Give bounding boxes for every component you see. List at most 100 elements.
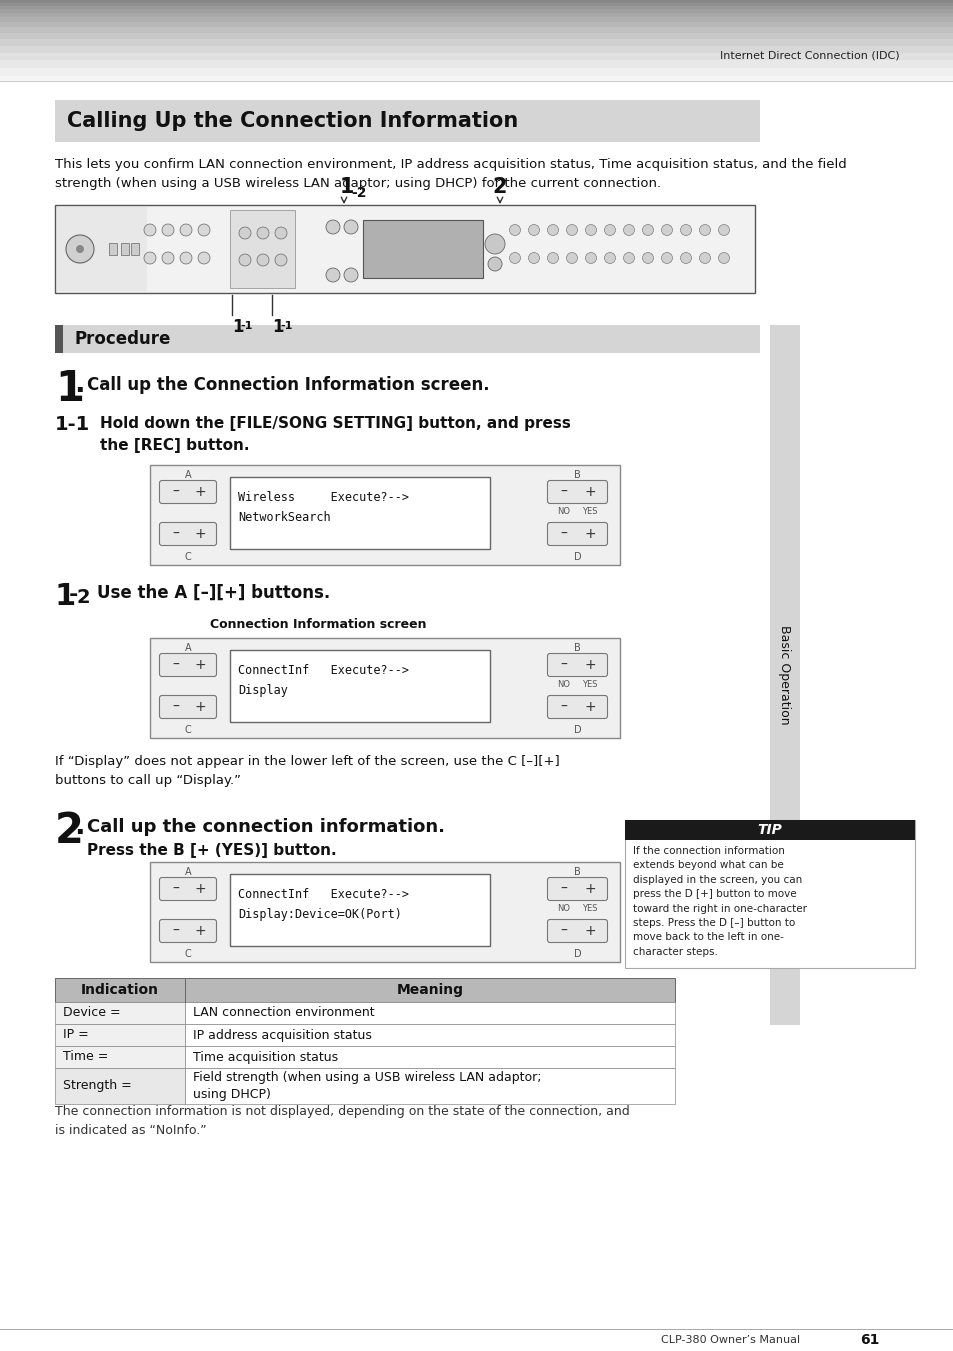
Text: ConnectInf   Execute?-->: ConnectInf Execute?--> <box>237 663 409 677</box>
Text: +: + <box>583 527 596 540</box>
Text: 2: 2 <box>77 588 91 607</box>
Bar <box>55 1024 185 1046</box>
Bar <box>109 243 117 255</box>
Text: If the connection information
extends beyond what can be
displayed in the screen: If the connection information extends be… <box>633 846 806 957</box>
Circle shape <box>641 253 653 263</box>
Text: –: – <box>560 527 567 540</box>
Circle shape <box>66 235 94 263</box>
Text: CLP-380 Owner’s Manual: CLP-380 Owner’s Manual <box>660 1335 800 1346</box>
FancyBboxPatch shape <box>159 523 216 546</box>
Bar <box>55 326 63 353</box>
Text: +: + <box>583 924 596 938</box>
Circle shape <box>274 254 287 266</box>
Text: 2: 2 <box>493 177 507 197</box>
Text: Connection Information screen: Connection Information screen <box>210 617 426 631</box>
Bar <box>0 3 953 5</box>
Circle shape <box>256 227 269 239</box>
Bar <box>0 5 953 9</box>
Circle shape <box>162 253 173 263</box>
Text: +: + <box>583 700 596 713</box>
Circle shape <box>679 253 691 263</box>
Text: -2: -2 <box>351 186 366 200</box>
Text: –: – <box>560 924 567 938</box>
Bar <box>230 650 490 721</box>
Bar <box>230 477 490 549</box>
Text: 1: 1 <box>339 177 355 197</box>
Text: –: – <box>172 700 179 713</box>
Circle shape <box>76 245 84 253</box>
Bar <box>150 862 619 962</box>
Text: NO: NO <box>557 507 570 516</box>
Text: –: – <box>172 485 179 499</box>
Bar <box>55 1046 185 1069</box>
Text: C: C <box>185 725 192 735</box>
Bar <box>131 243 139 255</box>
Circle shape <box>256 254 269 266</box>
Text: 1: 1 <box>272 317 283 336</box>
Text: C: C <box>185 948 192 959</box>
Text: Call up the connection information.: Call up the connection information. <box>87 817 444 836</box>
Circle shape <box>604 253 615 263</box>
Text: Meaning: Meaning <box>396 984 463 997</box>
Text: Device =: Device = <box>63 1006 120 1020</box>
FancyBboxPatch shape <box>547 920 607 943</box>
Circle shape <box>623 253 634 263</box>
Text: B: B <box>574 643 580 653</box>
Circle shape <box>344 220 357 234</box>
Text: +: + <box>194 700 206 713</box>
Text: 1-1: 1-1 <box>55 415 91 434</box>
Text: -1: -1 <box>240 322 253 331</box>
Circle shape <box>509 253 520 263</box>
Circle shape <box>679 224 691 235</box>
Text: –: – <box>560 658 567 671</box>
Bar <box>0 22 953 27</box>
Bar <box>185 1069 675 1104</box>
Text: Calling Up the Connection Information: Calling Up the Connection Information <box>67 111 517 131</box>
Bar <box>150 638 619 738</box>
Text: –: – <box>172 658 179 671</box>
Circle shape <box>641 224 653 235</box>
FancyBboxPatch shape <box>547 696 607 719</box>
Bar <box>0 27 953 32</box>
Circle shape <box>585 253 596 263</box>
Bar <box>230 874 490 946</box>
Circle shape <box>488 257 501 272</box>
Bar <box>0 32 953 39</box>
Bar <box>55 1069 185 1104</box>
FancyBboxPatch shape <box>159 654 216 677</box>
Text: –: – <box>172 882 179 896</box>
Text: +: + <box>583 882 596 896</box>
Circle shape <box>604 224 615 235</box>
Text: Display: Display <box>237 684 288 697</box>
Text: .: . <box>74 370 85 399</box>
Bar <box>55 978 675 1002</box>
Text: IP =: IP = <box>63 1028 89 1042</box>
Circle shape <box>180 224 192 236</box>
Circle shape <box>585 224 596 235</box>
Bar <box>624 820 914 840</box>
Circle shape <box>660 253 672 263</box>
Text: YES: YES <box>581 680 598 689</box>
Bar <box>57 207 147 290</box>
FancyBboxPatch shape <box>159 696 216 719</box>
Text: A: A <box>185 470 192 480</box>
Circle shape <box>198 253 210 263</box>
Bar <box>0 59 953 68</box>
Text: –: – <box>172 924 179 938</box>
Text: +: + <box>194 882 206 896</box>
Circle shape <box>718 224 729 235</box>
Text: A: A <box>185 643 192 653</box>
Bar <box>0 9 953 14</box>
Text: B: B <box>574 867 580 877</box>
Text: +: + <box>194 527 206 540</box>
Text: ConnectInf   Execute?-->: ConnectInf Execute?--> <box>237 888 409 901</box>
Text: 1: 1 <box>55 582 76 611</box>
Text: +: + <box>194 924 206 938</box>
Bar <box>0 18 953 22</box>
Circle shape <box>547 253 558 263</box>
Text: Procedure: Procedure <box>75 330 172 349</box>
Text: Strength =: Strength = <box>63 1079 132 1093</box>
Text: Indication: Indication <box>81 984 159 997</box>
Circle shape <box>509 224 520 235</box>
Bar <box>363 220 482 278</box>
